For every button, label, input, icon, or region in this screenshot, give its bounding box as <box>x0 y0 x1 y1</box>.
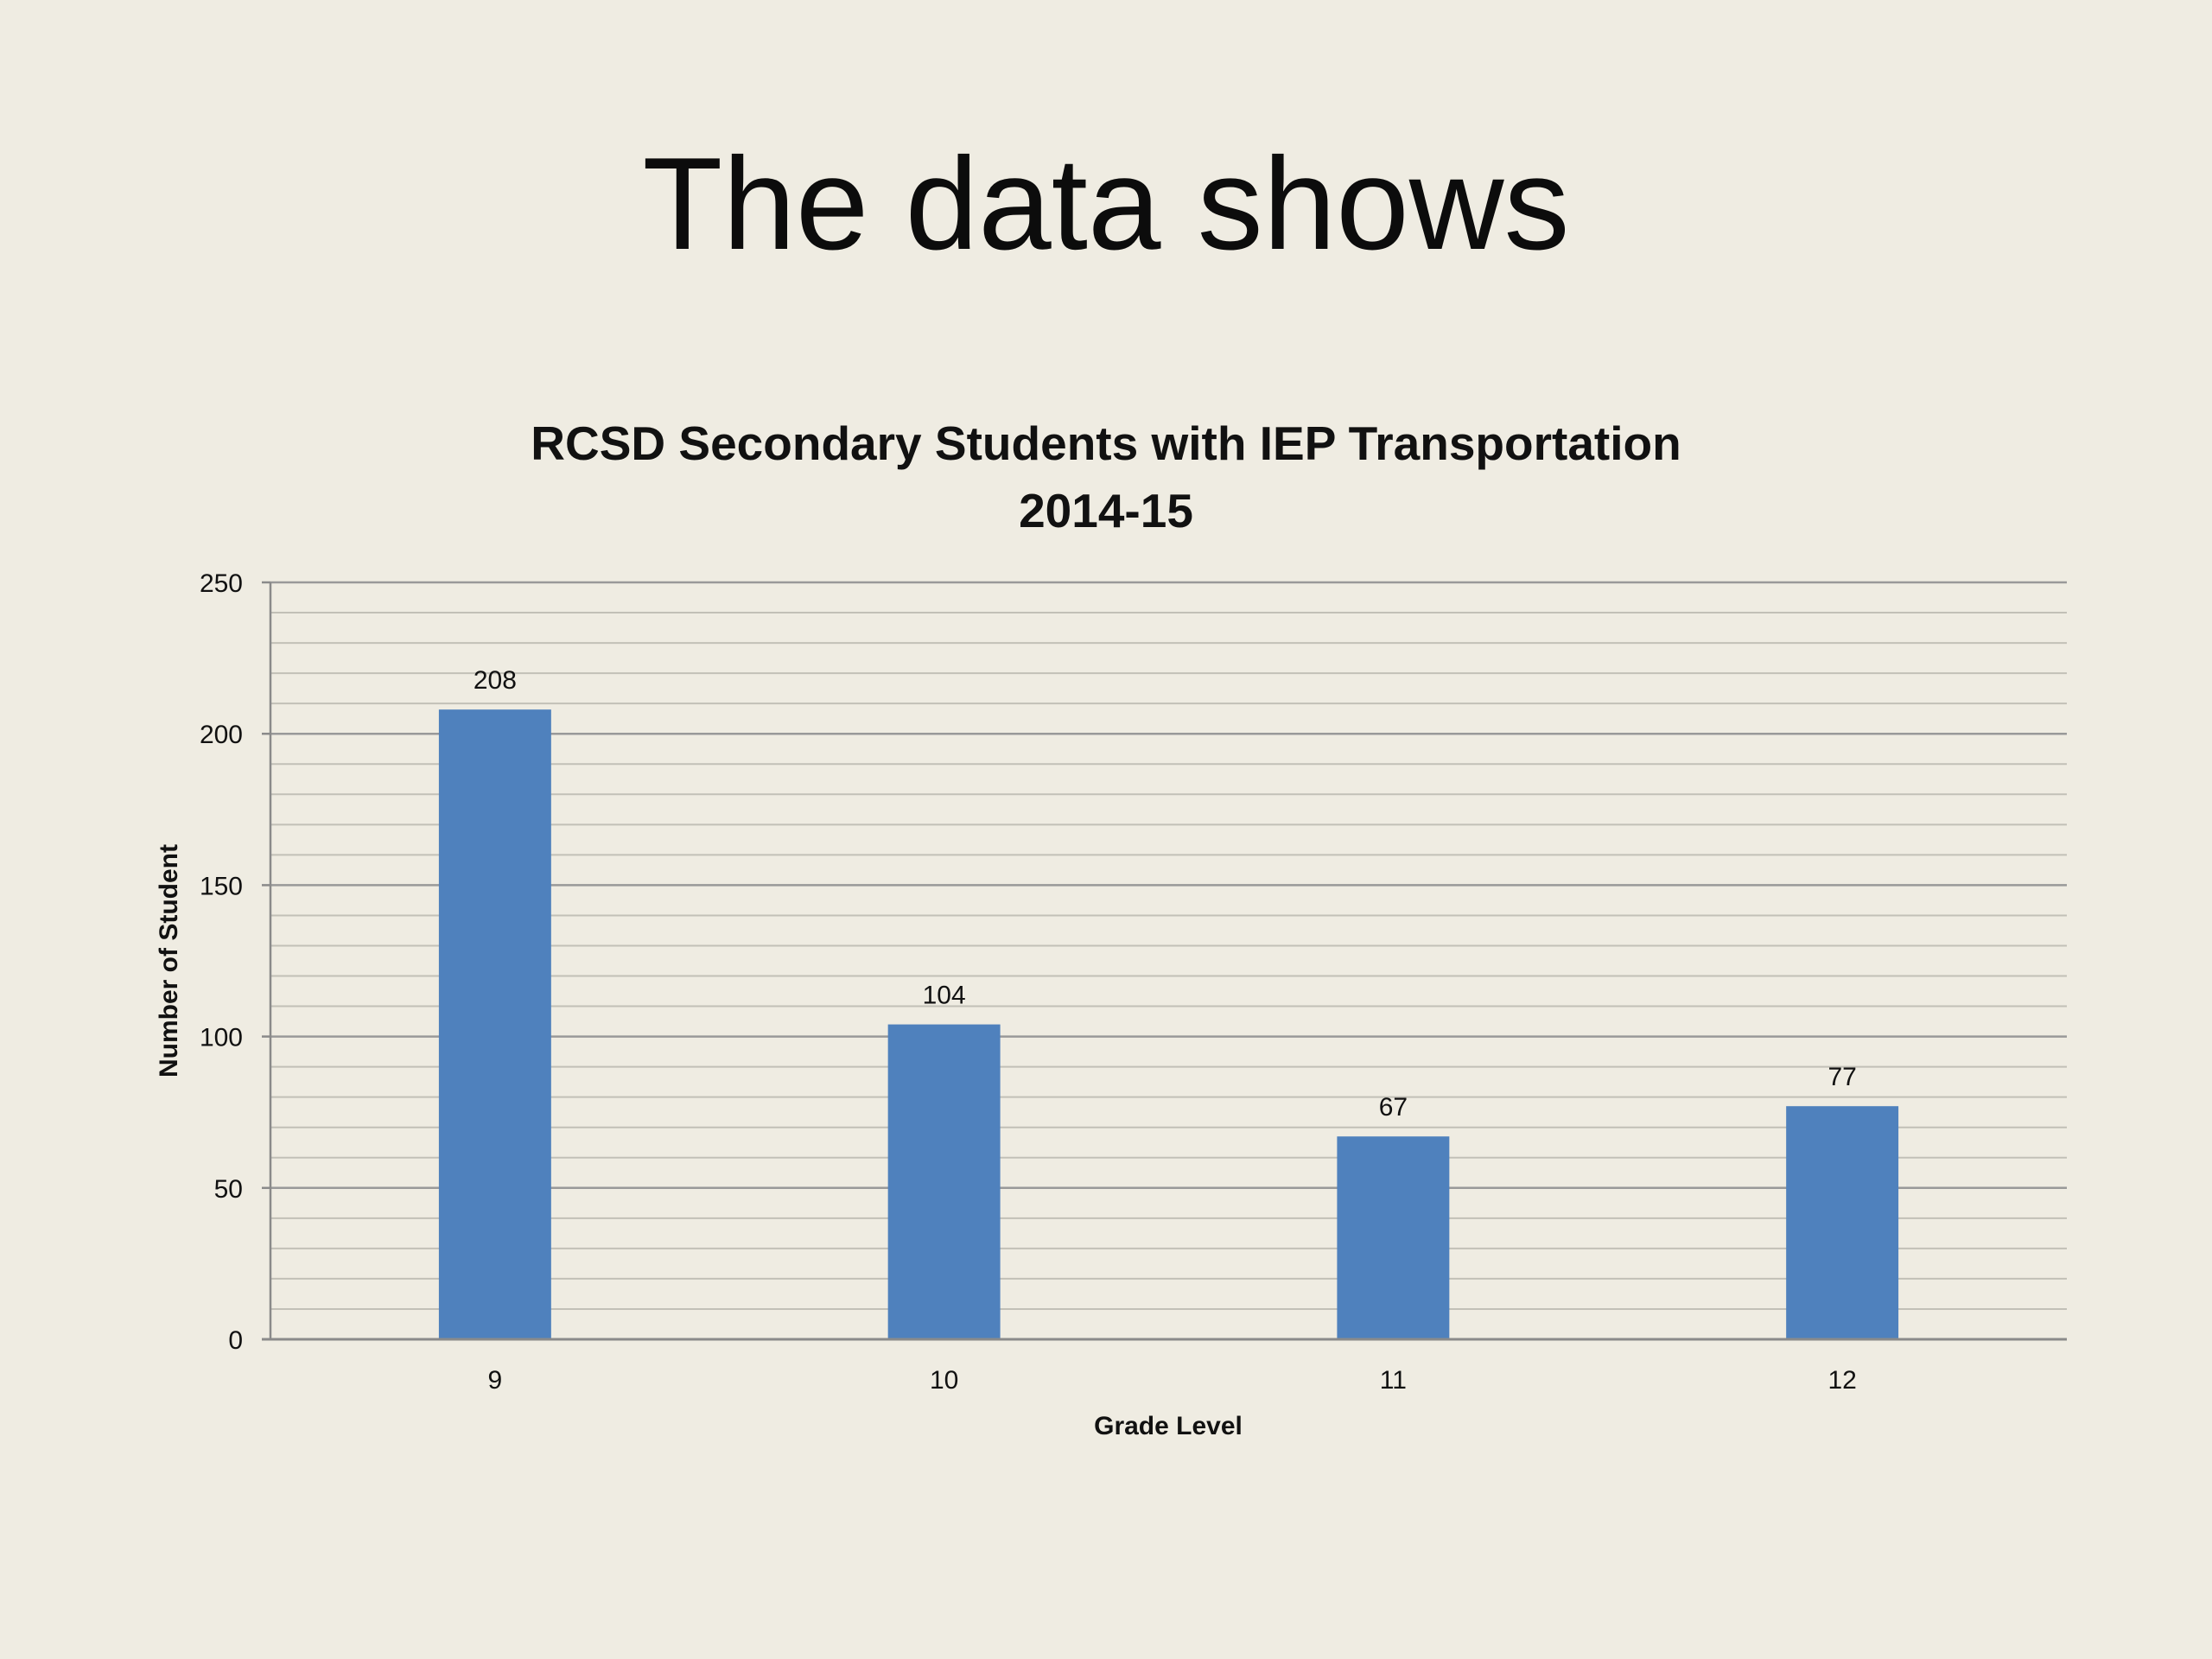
gridlines <box>270 581 2067 1310</box>
axes <box>262 581 2067 1341</box>
bar-grade-10 <box>887 1024 1001 1339</box>
y-tick-label: 250 <box>200 569 243 598</box>
y-tick-label: 50 <box>214 1175 243 1204</box>
x-tick-label: 9 <box>488 1366 503 1395</box>
chart-subtitle: 2014-15 <box>1019 484 1193 537</box>
labels: 0 50 100 150 200 250 208 9 104 10 67 11 77 12 <box>200 569 1857 1395</box>
data-label: 67 <box>1379 1093 1408 1122</box>
chart-title: RCSD Secondary Students with IEP Transpo… <box>531 416 1681 470</box>
x-tick-label: 11 <box>1380 1366 1407 1395</box>
y-axis-title: Number of Student <box>155 844 183 1077</box>
bars <box>438 709 1899 1339</box>
data-label: 77 <box>1827 1063 1856 1091</box>
x-tick-label: 10 <box>930 1366 958 1395</box>
data-label: 208 <box>474 666 517 695</box>
data-label: 104 <box>923 982 966 1010</box>
bar-grade-11 <box>1337 1136 1450 1339</box>
y-tick-label: 0 <box>228 1326 243 1355</box>
y-tick-label: 200 <box>200 721 243 749</box>
bar-grade-12 <box>1786 1106 1899 1339</box>
y-tick-label: 100 <box>200 1024 243 1052</box>
y-tick-label: 150 <box>200 872 243 900</box>
x-axis-title: Grade Level <box>1094 1412 1243 1440</box>
slide-title: The data shows <box>642 130 1570 277</box>
x-tick-label: 12 <box>1827 1366 1856 1395</box>
bar-grade-9 <box>438 709 551 1339</box>
